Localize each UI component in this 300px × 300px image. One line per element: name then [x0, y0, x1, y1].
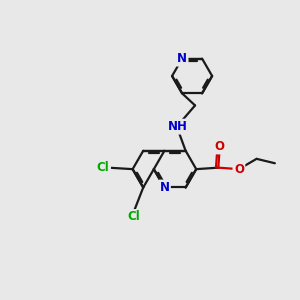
Text: N: N	[159, 181, 170, 194]
Text: N: N	[177, 52, 187, 65]
Text: O: O	[215, 140, 225, 153]
Text: Cl: Cl	[128, 210, 140, 224]
Text: Cl: Cl	[97, 161, 110, 174]
Text: NH: NH	[168, 120, 188, 133]
Text: O: O	[234, 163, 244, 176]
